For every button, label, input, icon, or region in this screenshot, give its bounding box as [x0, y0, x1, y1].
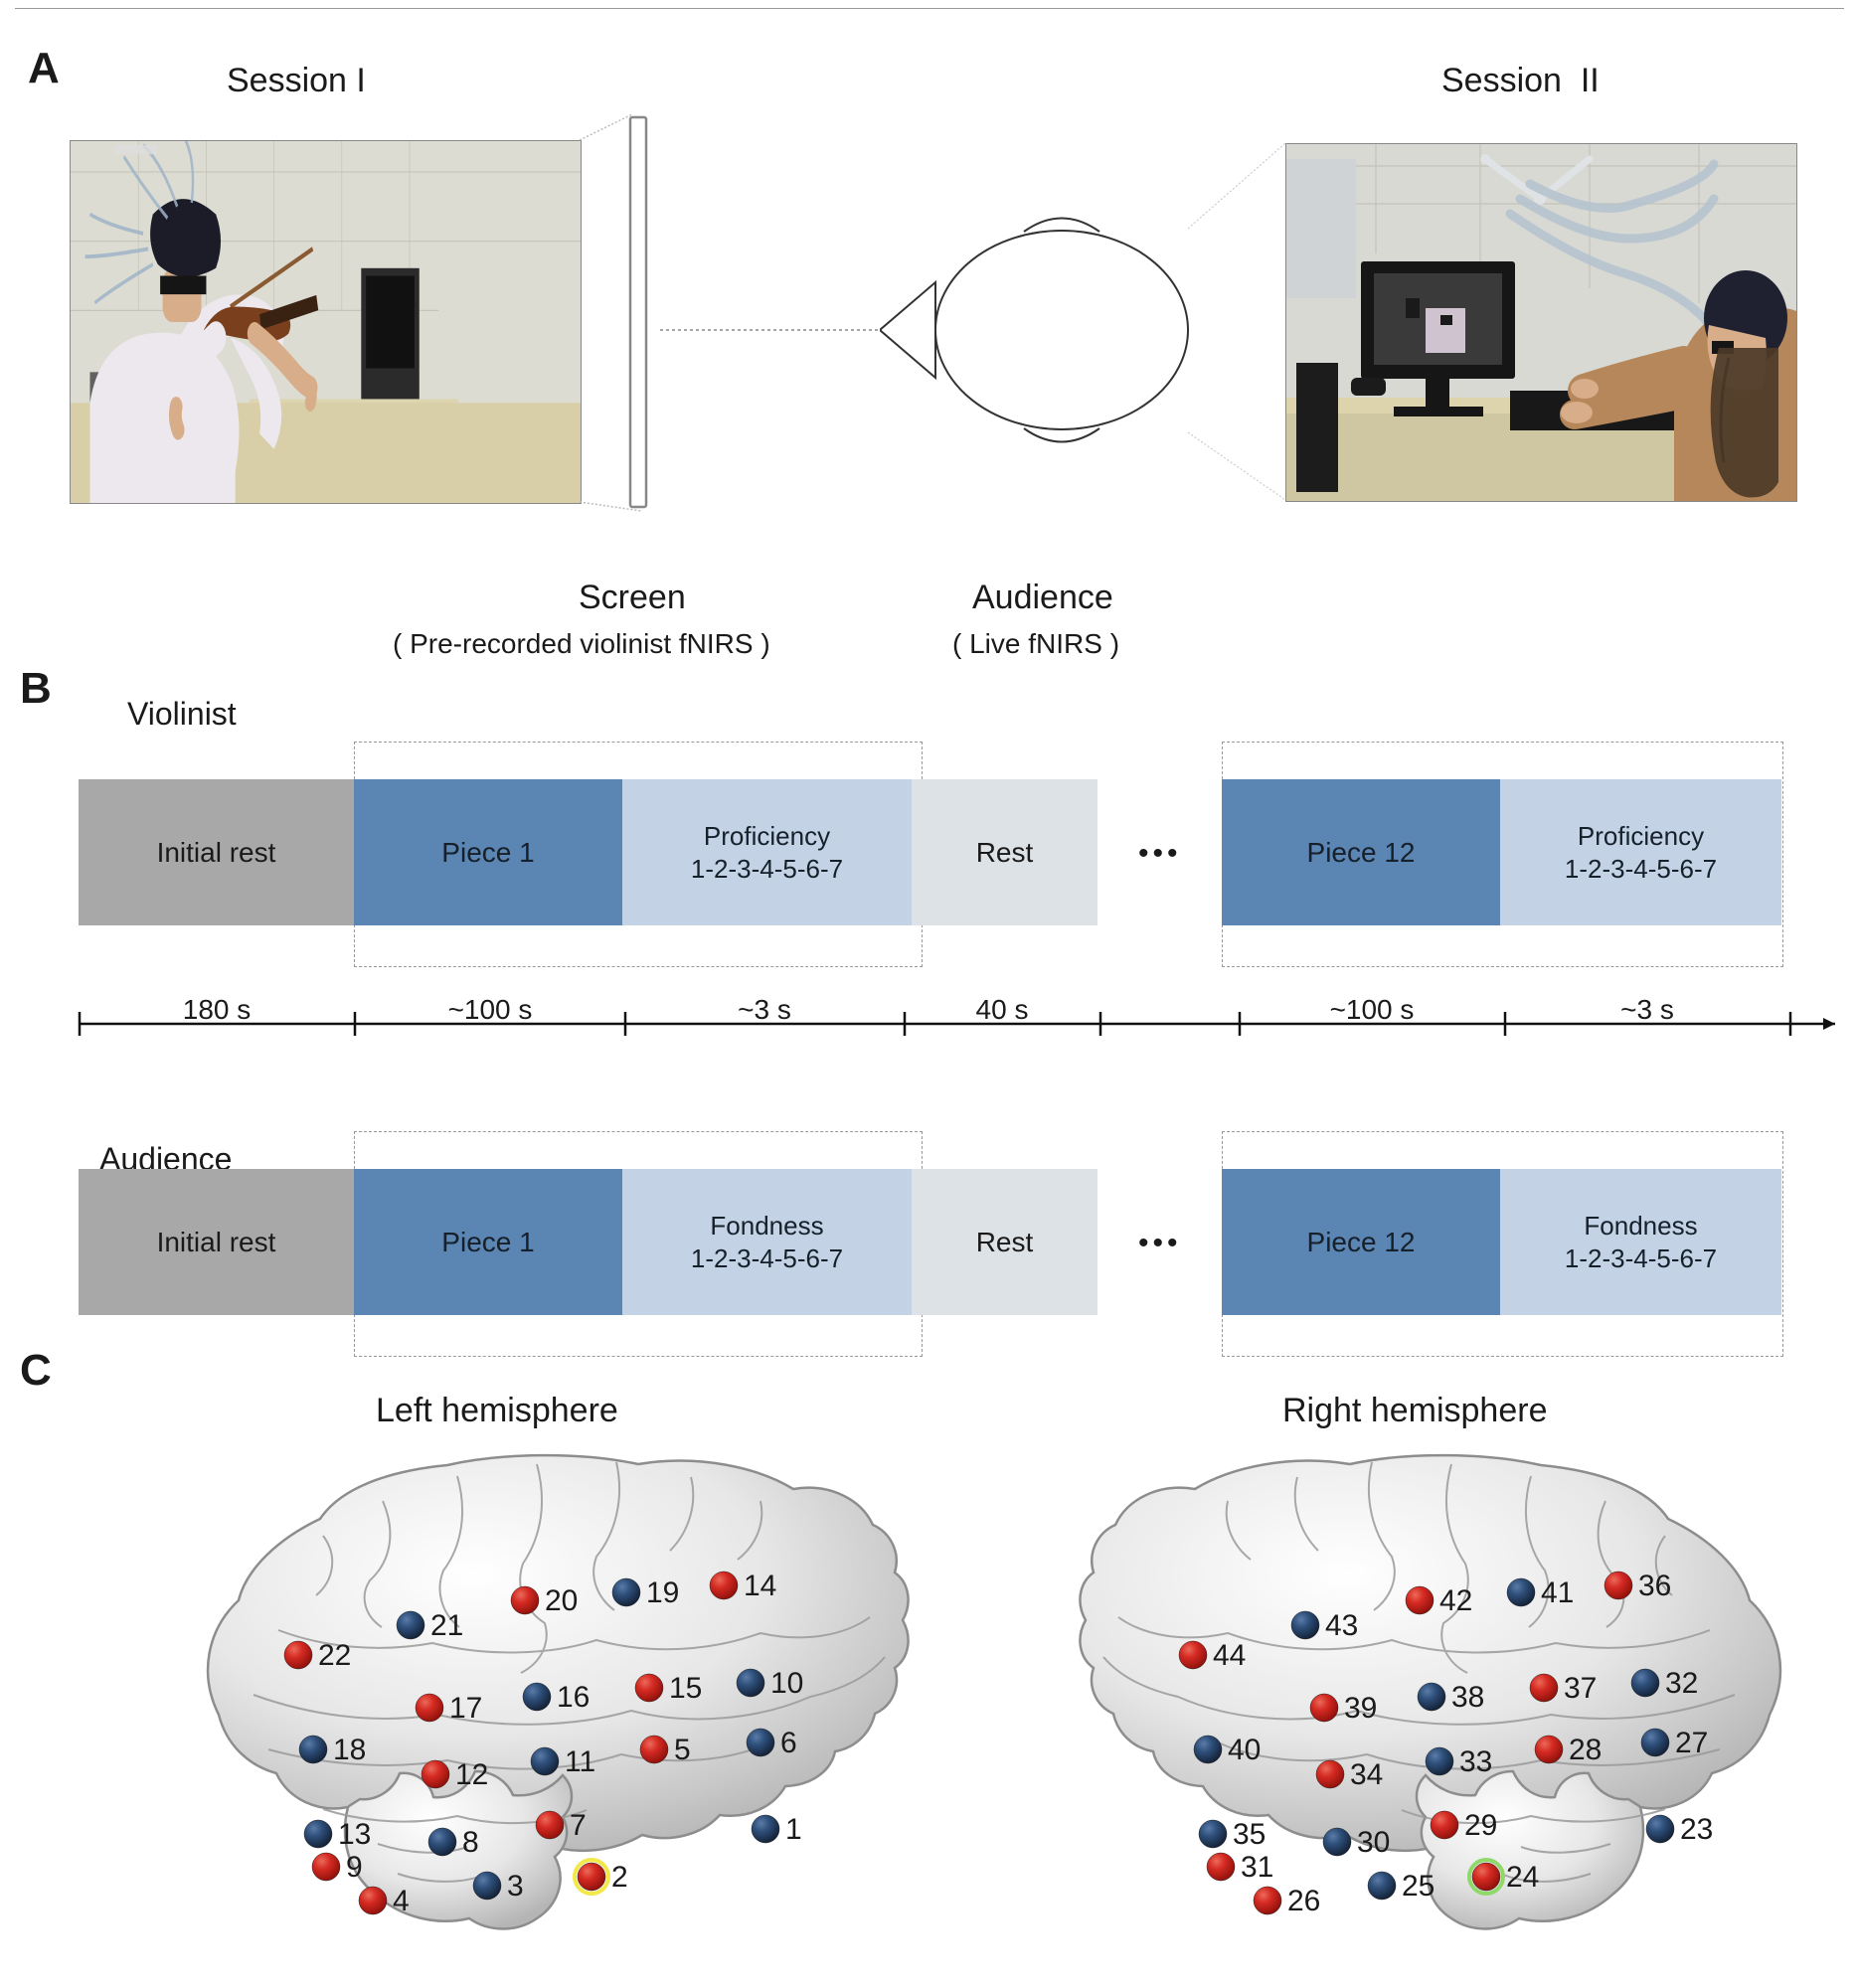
svg-text:~100 s: ~100 s	[448, 994, 533, 1025]
svg-text:~3 s: ~3 s	[738, 994, 791, 1025]
svg-text:13: 13	[338, 1818, 371, 1851]
svg-text:19: 19	[646, 1576, 679, 1609]
svg-text:12: 12	[455, 1758, 488, 1791]
svg-text:9: 9	[346, 1851, 363, 1884]
svg-text:30: 30	[1357, 1826, 1390, 1859]
svg-text:39: 39	[1344, 1692, 1377, 1725]
svg-text:15: 15	[669, 1672, 702, 1705]
svg-text:42: 42	[1439, 1584, 1472, 1617]
svg-text:~3 s: ~3 s	[1620, 994, 1674, 1025]
svg-text:40: 40	[1228, 1734, 1261, 1766]
svg-text:33: 33	[1459, 1745, 1492, 1778]
svg-text:44: 44	[1213, 1639, 1246, 1672]
svg-text:~100 s: ~100 s	[1330, 994, 1415, 1025]
svg-text:14: 14	[744, 1570, 776, 1602]
svg-text:36: 36	[1638, 1570, 1671, 1602]
svg-text:31: 31	[1241, 1851, 1273, 1884]
svg-text:3: 3	[507, 1870, 524, 1903]
svg-text:5: 5	[674, 1734, 691, 1766]
svg-text:21: 21	[430, 1609, 463, 1642]
svg-text:18: 18	[333, 1734, 366, 1766]
svg-text:20: 20	[545, 1584, 578, 1617]
svg-text:29: 29	[1464, 1809, 1497, 1842]
svg-text:40 s: 40 s	[976, 994, 1029, 1025]
svg-text:22: 22	[318, 1639, 351, 1672]
svg-text:1: 1	[785, 1813, 802, 1846]
svg-text:8: 8	[462, 1826, 479, 1859]
svg-text:28: 28	[1569, 1734, 1602, 1766]
svg-text:25: 25	[1402, 1870, 1435, 1903]
svg-text:7: 7	[570, 1809, 587, 1842]
svg-text:23: 23	[1680, 1813, 1713, 1846]
svg-text:180 s: 180 s	[183, 994, 252, 1025]
svg-text:34: 34	[1350, 1758, 1383, 1791]
svg-text:35: 35	[1233, 1818, 1266, 1851]
svg-text:43: 43	[1325, 1609, 1358, 1642]
svg-text:17: 17	[449, 1692, 482, 1725]
svg-text:38: 38	[1451, 1681, 1484, 1714]
svg-text:32: 32	[1665, 1667, 1698, 1700]
svg-text:10: 10	[770, 1667, 803, 1700]
svg-text:16: 16	[557, 1681, 590, 1714]
svg-text:26: 26	[1287, 1885, 1320, 1917]
svg-text:37: 37	[1564, 1672, 1597, 1705]
svg-text:27: 27	[1675, 1727, 1708, 1759]
svg-text:11: 11	[565, 1745, 595, 1778]
svg-text:6: 6	[780, 1727, 797, 1759]
svg-text:24: 24	[1506, 1861, 1539, 1894]
svg-text:41: 41	[1541, 1576, 1574, 1609]
svg-text:4: 4	[393, 1885, 410, 1917]
svg-text:2: 2	[611, 1861, 628, 1894]
